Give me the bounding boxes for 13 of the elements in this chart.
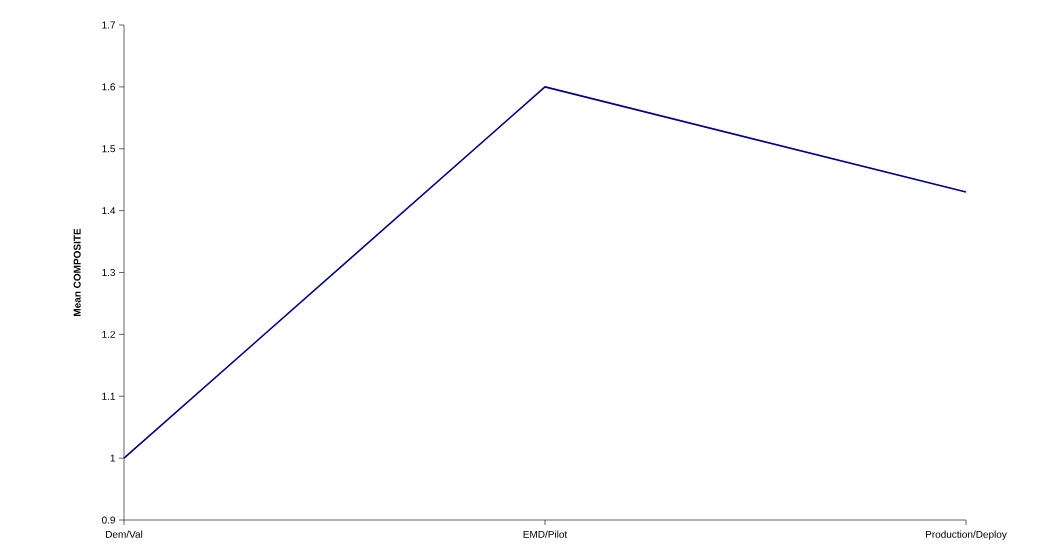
x-tick-label: EMD/Pilot [523, 530, 568, 538]
x-tick-label: Production/Deploy [925, 530, 1007, 540]
y-tick-label: 1.2 [102, 330, 115, 338]
x-tick-label: Dem/Val [106, 530, 143, 538]
y-tick-label: 1.7 [102, 21, 115, 29]
y-axis-title: Mean COMPOSITE [73, 228, 81, 316]
y-tick-label: 1.3 [102, 268, 116, 277]
y-tick-label: 1.6 [102, 83, 116, 91]
y-tick-label: 1.4 [102, 207, 116, 215]
y-tick-label: 0.9 [101, 516, 115, 524]
y-tick-label: 1 [110, 454, 115, 462]
y-tick-label: 1.5 [102, 145, 116, 153]
y-tick-label: 1.1 [102, 392, 115, 400]
